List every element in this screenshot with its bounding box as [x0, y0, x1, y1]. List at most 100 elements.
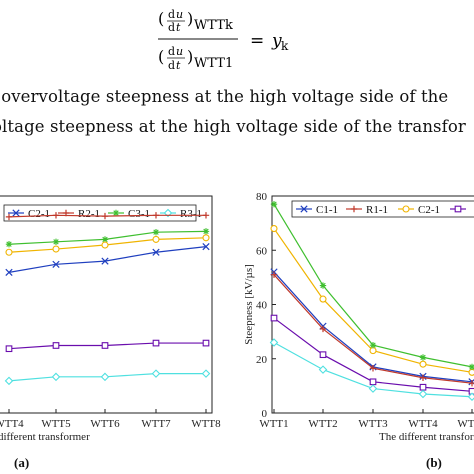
chart-b-point-2-3 [419, 360, 427, 368]
chart-a-xtick-label-4: WTT8 [191, 418, 221, 430]
chart-a-legend-marker-2 [112, 209, 120, 217]
formula-den-d2: d [168, 59, 175, 72]
chart-b-point-3-0 [270, 314, 278, 322]
chart-a-point-0-3 [152, 248, 160, 256]
chart-a-point-4-2 [101, 241, 109, 249]
chart-b-point-5-0 [269, 338, 279, 347]
chart-a-legend-label-2: C3-1 [128, 208, 150, 220]
chart-b-point-4-3 [419, 354, 427, 361]
chart-b-ytick-label-4: 80 [256, 191, 268, 203]
chart-b-legend-label-2: C2-1 [418, 204, 440, 216]
chart-b-point-1-1 [319, 325, 327, 333]
chart-b-point-2-2 [369, 347, 377, 355]
chart-b: C1-1 R1-1 C2-1 0 20 40 60 80 WTT1 WTT2 WTT3 WTT4 WTT… [243, 191, 474, 470]
chart-a-point-4-0 [5, 248, 13, 256]
chart-b-ytick-label-2: 40 [256, 300, 268, 312]
chart-a-point-3-4 [201, 369, 211, 378]
chart-b-legend [291, 200, 474, 218]
chart-b-ytick-label-3: 60 [256, 245, 268, 257]
chart-a-xtick-label-3: WTT7 [141, 418, 171, 430]
chart-a-point-2-1 [52, 238, 60, 246]
chart-a-point-2-0 [5, 241, 13, 248]
chart-a-frame [0, 195, 213, 414]
chart-a-legend-marker-0 [12, 209, 20, 217]
formula: ( d u d t ) WTTk ( d u d t ) WTT1 = y k [158, 8, 289, 72]
chart-a-point-5-4 [202, 339, 210, 347]
formula-result-subscript: k [281, 39, 289, 53]
formula-num-t: t [176, 21, 181, 34]
chart-a-legend-label-1: R2-1 [78, 208, 100, 220]
chart-b-legend-marker-1 [350, 205, 358, 213]
chart-a-legend-label-3: R3-1 [180, 208, 202, 220]
chart-a-point-0-1 [52, 260, 60, 268]
chart-b-point-5-1 [318, 365, 328, 374]
formula-num-d2: d [168, 21, 175, 34]
chart-a-point-3-3 [151, 369, 161, 378]
chart-a-point-0-4 [202, 243, 210, 251]
formula-num-open-paren: ( [158, 9, 164, 28]
chart-b-legend-marker-3 [454, 205, 462, 213]
chart-a-point-4-4 [202, 234, 210, 242]
chart-b-xtick-label-3: WTT4 [408, 418, 438, 430]
chart-b-legend-label-0: C1-1 [316, 204, 338, 216]
chart-b-point-1-2 [369, 365, 377, 372]
chart-a-point-3-2 [100, 372, 110, 382]
chart-a-point-0-2 [101, 257, 109, 265]
chart-a-point-5-0 [5, 345, 13, 353]
chart-a: C2-1 R2-1 C3-1 R3-1 WTT4 WTT5 WTT6 WTT7 WTT8 diff… [0, 195, 221, 470]
chart-b-panel-label: (b) [426, 455, 442, 470]
formula-num-d: d [168, 8, 175, 21]
chart-b-point-3-1 [319, 351, 327, 359]
formula-result: y [271, 31, 282, 51]
chart-a-xtick-label-1: WTT5 [41, 418, 71, 430]
chart-b-point-2-4 [468, 368, 474, 376]
chart-a-panel-label: (a) [14, 455, 29, 470]
chart-b-point-1-4 [468, 379, 474, 387]
chart-a-point-1-1 [52, 212, 60, 219]
formula-den-close-paren: ) [187, 47, 193, 66]
chart-a-point-0-0 [5, 268, 13, 276]
chart-a-point-1-0 [5, 213, 13, 221]
chart-a-point-1-2 [101, 212, 109, 220]
chart-a-point-3-0 [4, 376, 14, 386]
formula-equals: = [250, 31, 264, 51]
chart-a-point-2-2 [101, 236, 109, 243]
body-text-line-1: e overvoltage steepness at the high volt… [0, 87, 449, 106]
chart-a-legend-label-0: C2-1 [28, 208, 50, 220]
chart-a-point-1-3 [152, 212, 160, 219]
chart-b-frame [271, 195, 474, 414]
chart-a-xtick-label-2: WTT6 [90, 418, 120, 430]
chart-b-point-5-3 [418, 389, 428, 399]
chart-b-point-3-3 [419, 383, 427, 391]
formula-den-u: u [176, 45, 183, 58]
chart-a-point-1-4 [202, 212, 210, 219]
chart-b-point-4-1 [319, 282, 327, 289]
chart-b-point-2-1 [319, 295, 327, 303]
chart-b-ylabel: Steepness [kV/µs] [243, 264, 255, 345]
chart-a-point-5-2 [101, 342, 109, 349]
formula-den-subscript: WTT1 [194, 56, 233, 71]
chart-b-xlabel: The different transformer [379, 431, 474, 443]
chart-a-legend [3, 204, 197, 222]
chart-a-point-2-3 [152, 228, 160, 236]
chart-a-point-5-3 [152, 339, 160, 347]
chart-a-point-3-1 [51, 372, 61, 382]
formula-num-close-paren: ) [187, 9, 193, 28]
chart-b-point-4-2 [369, 341, 377, 349]
chart-a-point-5-1 [52, 342, 60, 349]
chart-b-legend-marker-0 [300, 205, 308, 213]
formula-num-subscript: WTTk [194, 18, 233, 33]
chart-b-legend-marker-2 [402, 205, 410, 213]
chart-b-xtick-label-4: WTT5 [457, 418, 474, 430]
chart-b-point-4-4 [468, 363, 474, 371]
formula-den-d: d [168, 45, 175, 58]
chart-a-point-2-4 [202, 228, 210, 235]
chart-b-point-1-3 [419, 374, 427, 381]
chart-a-xtick-label-0: WTT4 [0, 418, 24, 430]
formula-den-open-paren: ( [158, 47, 164, 66]
chart-a-point-4-1 [52, 245, 60, 253]
chart-b-xtick-label-1: WTT2 [308, 418, 337, 430]
chart-b-point-2-0 [270, 225, 278, 233]
chart-a-point-4-3 [152, 235, 160, 243]
